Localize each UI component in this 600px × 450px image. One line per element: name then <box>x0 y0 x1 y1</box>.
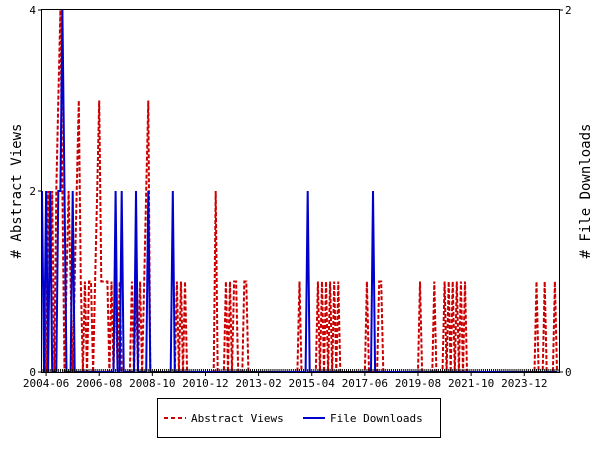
x-tick-label: 2008-10 <box>129 377 175 390</box>
x-tick-label: 2023-12 <box>501 377 547 390</box>
x-tick-label: 2006-08 <box>76 377 122 390</box>
y-right-tick-label: 0 <box>565 366 572 379</box>
x-tick-label: 2004-06 <box>23 377 69 390</box>
y-axis-left-title: # Abstract Views <box>9 124 25 259</box>
y-left-tick-label: 2 <box>29 185 36 198</box>
axis-ticks: 2004-06 2006-08 2008-10 2010-12 2013-02 2015-… <box>23 4 572 390</box>
x-tick-label: 2021-10 <box>448 377 494 390</box>
y-left-tick-label: 0 <box>29 366 36 379</box>
y-right-tick-label: 2 <box>565 4 572 17</box>
x-tick-label: 2010-12 <box>182 377 228 390</box>
x-tick-label: 2013-02 <box>235 377 281 390</box>
x-tick-label: 2017-06 <box>342 377 388 390</box>
legend-box <box>157 398 441 438</box>
legend: Abstract Views File Downloads <box>157 398 441 438</box>
y-axis-right-title: # File Downloads <box>578 124 594 259</box>
x-tick-label: 2015-04 <box>289 377 336 390</box>
x-tick-label: 2019-08 <box>395 377 441 390</box>
legend-label-abstract-views: Abstract Views <box>191 412 284 425</box>
legend-label-file-downloads: File Downloads <box>330 412 423 425</box>
series-line-abstract-views <box>43 9 558 373</box>
y-left-tick-label: 4 <box>29 4 36 17</box>
